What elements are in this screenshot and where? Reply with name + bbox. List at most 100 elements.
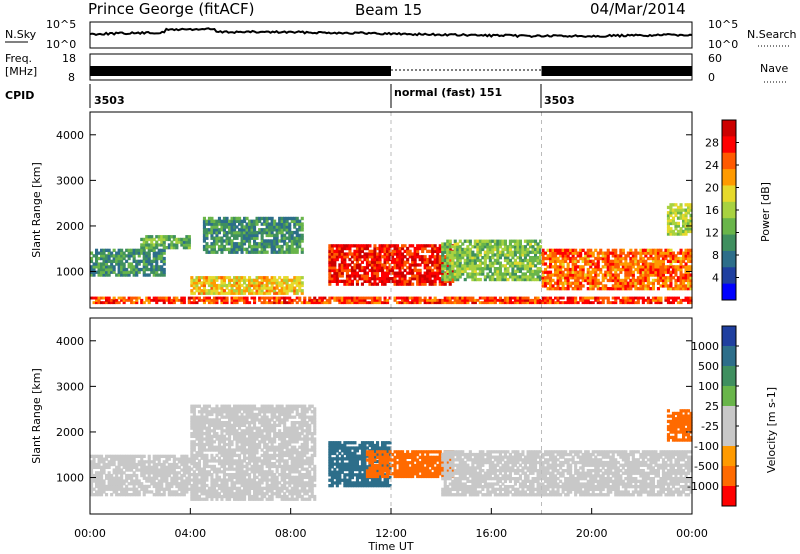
power-cell-r5 <box>431 252 435 256</box>
velocity-cell-r1 <box>263 470 267 474</box>
power-cell-r0 <box>488 301 492 305</box>
power-cell-r7 <box>596 265 600 269</box>
power-cell-r1 <box>137 267 141 272</box>
velocity-cell-r0 <box>180 457 184 461</box>
power-cell-r7 <box>682 284 686 288</box>
velocity-cell-r1 <box>248 445 252 449</box>
velocity-cell-r0 <box>90 482 94 486</box>
power-cell-r0 <box>220 301 224 305</box>
power-cell-r5 <box>436 271 440 275</box>
velocity-cell-r0 <box>115 454 119 458</box>
power-cell-r4 <box>285 236 289 240</box>
power-cell-r0 <box>212 298 216 302</box>
power-cell-r1 <box>150 267 154 272</box>
power-ytick-label: 4000 <box>56 129 84 142</box>
power-cell-r7 <box>664 248 668 252</box>
power-cell-r5 <box>328 268 332 273</box>
power-cell-r5 <box>328 277 332 281</box>
velocity-cell-r0 <box>122 482 126 486</box>
velocity-cell-r1 <box>202 456 206 460</box>
power-cell-r1 <box>90 267 94 272</box>
velocity-cell-r1 <box>210 494 214 499</box>
power-cell-r8 <box>666 221 670 226</box>
power-cell-r5 <box>353 263 357 267</box>
power-cell-r5 <box>401 282 405 286</box>
power-cell-r7 <box>654 256 658 261</box>
power-cell-r6 <box>493 272 497 276</box>
power-cell-r4 <box>273 247 277 252</box>
power-cell-r0 <box>225 298 229 302</box>
power-cell-r4 <box>210 250 214 254</box>
power-cell-r1 <box>155 251 159 255</box>
power-cell-r4 <box>265 222 269 226</box>
velocity-cell-r0 <box>117 471 121 475</box>
power-cell-r5 <box>391 255 395 259</box>
velocity-cell-r1 <box>192 418 196 422</box>
velocity-cell-r1 <box>255 448 259 452</box>
velocity-cell-r0 <box>100 482 104 486</box>
power-cell-r0 <box>624 296 628 300</box>
power-cell-r4 <box>202 228 206 232</box>
velocity-cell-r0 <box>180 462 184 467</box>
velocity-cell-r1 <box>270 497 274 501</box>
power-cell-r0 <box>498 301 502 305</box>
velocity-cell-r1 <box>192 481 196 485</box>
power-cell-r0 <box>107 298 111 302</box>
power-cell-r7 <box>609 276 613 280</box>
power-cell-r1 <box>107 267 111 272</box>
power-cell-r3 <box>212 286 216 290</box>
power-cell-r3 <box>235 283 239 288</box>
power-cell-r7 <box>639 270 643 274</box>
power-cell-r7 <box>671 276 675 280</box>
power-cell-r7 <box>604 287 608 291</box>
power-cell-r6 <box>493 277 497 282</box>
power-cell-r7 <box>611 276 615 280</box>
power-colorbar-tick-label: 4 <box>712 272 719 285</box>
power-cell-r7 <box>689 287 693 291</box>
power-cell-r4 <box>245 225 249 229</box>
velocity-cell-r0 <box>142 487 146 491</box>
power-cell-r7 <box>551 278 555 283</box>
power-cell-r3 <box>293 281 297 285</box>
power-cell-r3 <box>240 276 244 280</box>
velocity-cell-r1 <box>250 442 254 447</box>
velocity-cell-r1 <box>270 456 274 460</box>
power-cell-r5 <box>376 246 380 251</box>
power-cell-r0 <box>320 298 324 302</box>
power-cell-r1 <box>152 265 156 269</box>
power-cell-r5 <box>353 244 357 248</box>
velocity-cell-r1 <box>190 453 194 458</box>
power-cell-r0 <box>313 298 317 302</box>
power-cell-r4 <box>205 219 209 223</box>
power-cell-r2 <box>150 240 154 244</box>
power-cell-r7 <box>649 262 653 266</box>
power-cell-r7 <box>549 265 553 269</box>
power-cell-r4 <box>215 225 219 229</box>
power-cell-r5 <box>343 282 347 286</box>
power-cell-r0 <box>192 301 196 305</box>
power-cell-r7 <box>561 287 565 291</box>
power-cell-r2 <box>157 237 161 242</box>
velocity-cell-r1 <box>190 432 194 436</box>
power-cell-r5 <box>368 268 372 273</box>
velocity-cell-r1 <box>270 462 274 466</box>
velocity-cell-r0 <box>105 493 109 497</box>
power-cell-r5 <box>328 271 332 275</box>
power-cell-r5 <box>398 249 402 253</box>
power-cell-r3 <box>195 289 199 293</box>
power-cell-r7 <box>634 248 638 252</box>
velocity-cell-r1 <box>230 483 234 488</box>
velocity-cell-r1 <box>263 421 267 425</box>
power-cell-r1 <box>115 259 119 263</box>
velocity-cell-r1 <box>253 421 257 425</box>
velocity-cell-r1 <box>207 470 211 474</box>
power-cell-r7 <box>629 248 633 252</box>
power-cell-r6 <box>476 253 480 257</box>
power-cell-r1 <box>120 248 124 252</box>
power-cell-r5 <box>365 246 369 251</box>
velocity-cell-r1 <box>248 404 252 408</box>
power-cell-r0 <box>152 298 156 302</box>
power-cell-r4 <box>265 242 269 246</box>
velocity-cell-r0 <box>127 465 131 469</box>
velocity-cell-r1 <box>250 470 254 474</box>
